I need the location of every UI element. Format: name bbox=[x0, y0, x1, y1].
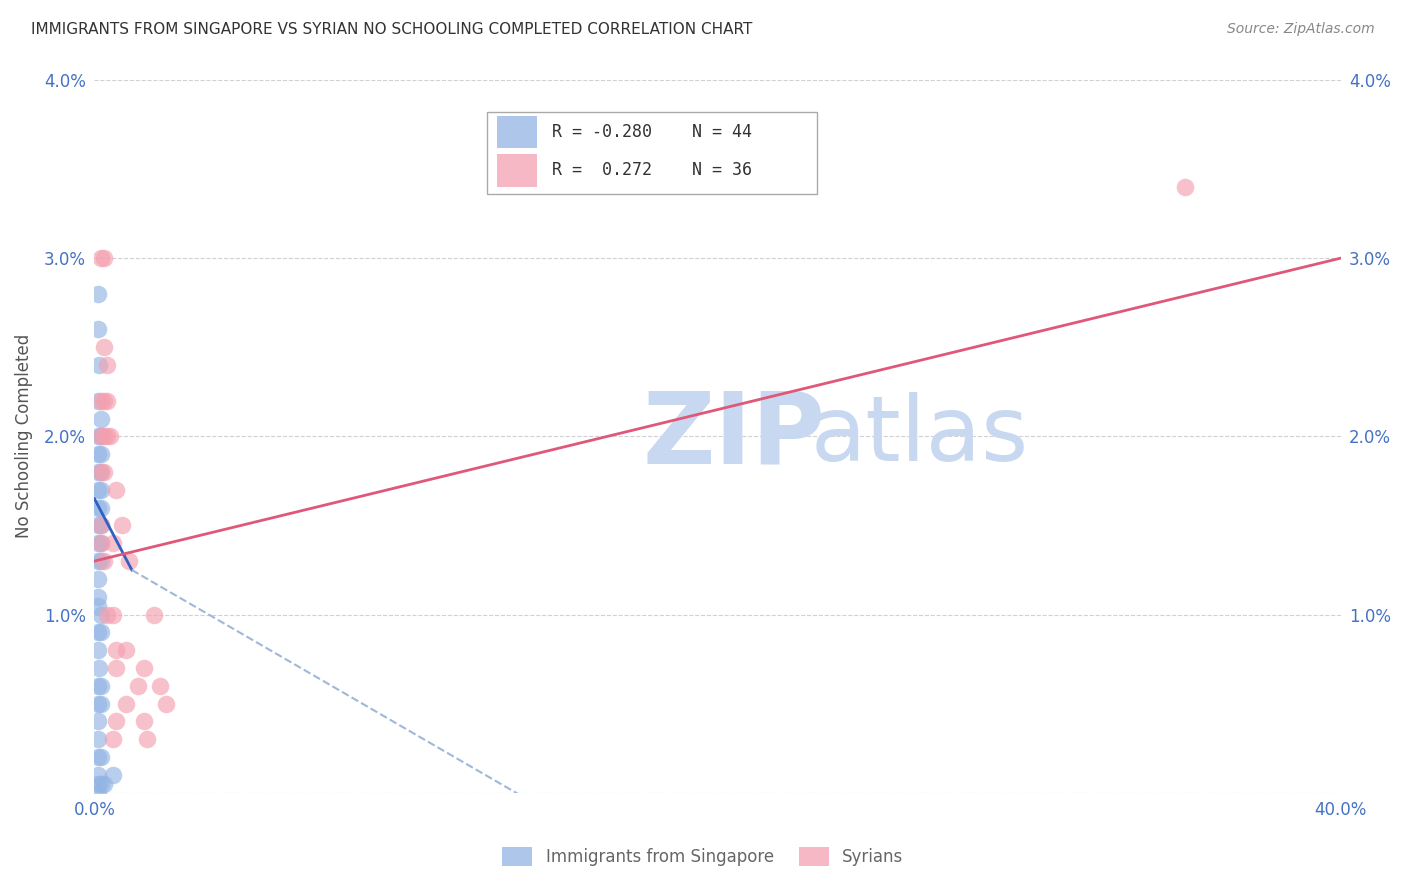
Point bbox=[90, 750, 112, 764]
Point bbox=[86, 714, 108, 729]
Text: ZIP: ZIP bbox=[643, 388, 825, 485]
Point bbox=[155, 697, 177, 711]
Point bbox=[114, 643, 136, 657]
Point bbox=[96, 607, 118, 622]
Point bbox=[86, 750, 108, 764]
Legend: Immigrants from Singapore, Syrians: Immigrants from Singapore, Syrians bbox=[496, 840, 910, 873]
Point bbox=[90, 518, 112, 533]
Point bbox=[86, 643, 108, 657]
Point bbox=[86, 393, 108, 408]
Point bbox=[105, 714, 128, 729]
Point bbox=[105, 661, 128, 675]
Point bbox=[96, 429, 118, 443]
Point bbox=[90, 536, 112, 550]
Point bbox=[101, 607, 124, 622]
Point bbox=[90, 447, 112, 461]
Point bbox=[86, 465, 108, 479]
Point bbox=[114, 697, 136, 711]
Point bbox=[105, 483, 128, 497]
Point bbox=[90, 251, 112, 265]
Point bbox=[90, 625, 112, 640]
Point bbox=[90, 777, 112, 791]
Point bbox=[90, 536, 112, 550]
Point bbox=[90, 679, 112, 693]
Point bbox=[93, 554, 115, 568]
Point bbox=[86, 590, 108, 604]
FancyBboxPatch shape bbox=[486, 112, 817, 194]
Point bbox=[86, 429, 108, 443]
Point bbox=[90, 465, 112, 479]
Point bbox=[101, 768, 124, 782]
Point bbox=[86, 732, 108, 747]
Point bbox=[136, 732, 159, 747]
Point bbox=[101, 536, 124, 550]
Text: IMMIGRANTS FROM SINGAPORE VS SYRIAN NO SCHOOLING COMPLETED CORRELATION CHART: IMMIGRANTS FROM SINGAPORE VS SYRIAN NO S… bbox=[31, 22, 752, 37]
Point bbox=[86, 518, 108, 533]
Text: Source: ZipAtlas.com: Source: ZipAtlas.com bbox=[1227, 22, 1375, 37]
Text: R =  0.272    N = 36: R = 0.272 N = 36 bbox=[551, 161, 752, 179]
Point bbox=[96, 358, 118, 372]
Point bbox=[86, 447, 108, 461]
Point bbox=[90, 483, 112, 497]
Point bbox=[93, 251, 115, 265]
Point bbox=[98, 429, 121, 443]
Point bbox=[86, 500, 108, 515]
Point bbox=[86, 483, 108, 497]
Point bbox=[134, 714, 156, 729]
Point bbox=[127, 679, 149, 693]
Point bbox=[105, 643, 128, 657]
Point bbox=[93, 429, 115, 443]
Point bbox=[134, 661, 156, 675]
Text: atlas: atlas bbox=[811, 392, 1029, 480]
Point bbox=[111, 518, 134, 533]
Point bbox=[86, 768, 108, 782]
Point bbox=[90, 500, 112, 515]
Point bbox=[86, 286, 108, 301]
Point bbox=[86, 679, 108, 693]
Point bbox=[93, 465, 115, 479]
Point bbox=[86, 536, 108, 550]
Point bbox=[118, 554, 141, 568]
Point bbox=[90, 393, 112, 408]
Point bbox=[93, 393, 115, 408]
Point bbox=[90, 518, 112, 533]
Point bbox=[86, 777, 108, 791]
Point bbox=[86, 625, 108, 640]
Point bbox=[86, 786, 108, 800]
Point bbox=[93, 340, 115, 354]
Point bbox=[142, 607, 165, 622]
Point bbox=[93, 777, 115, 791]
Point bbox=[86, 697, 108, 711]
Point bbox=[86, 554, 108, 568]
Point bbox=[149, 679, 172, 693]
Point bbox=[87, 358, 110, 372]
FancyBboxPatch shape bbox=[496, 116, 537, 148]
Point bbox=[101, 732, 124, 747]
Point bbox=[86, 599, 108, 613]
Point bbox=[1174, 180, 1197, 194]
Point bbox=[96, 393, 118, 408]
Point bbox=[90, 554, 112, 568]
Point bbox=[86, 37, 108, 52]
Point bbox=[90, 607, 112, 622]
Text: R = -0.280    N = 44: R = -0.280 N = 44 bbox=[551, 123, 752, 141]
Point bbox=[90, 429, 112, 443]
Point bbox=[90, 697, 112, 711]
Point bbox=[90, 429, 112, 443]
Point bbox=[86, 572, 108, 586]
FancyBboxPatch shape bbox=[496, 154, 537, 186]
Point bbox=[86, 322, 108, 336]
Point bbox=[90, 411, 112, 425]
Y-axis label: No Schooling Completed: No Schooling Completed bbox=[15, 334, 32, 539]
Point bbox=[87, 661, 110, 675]
Point bbox=[90, 465, 112, 479]
